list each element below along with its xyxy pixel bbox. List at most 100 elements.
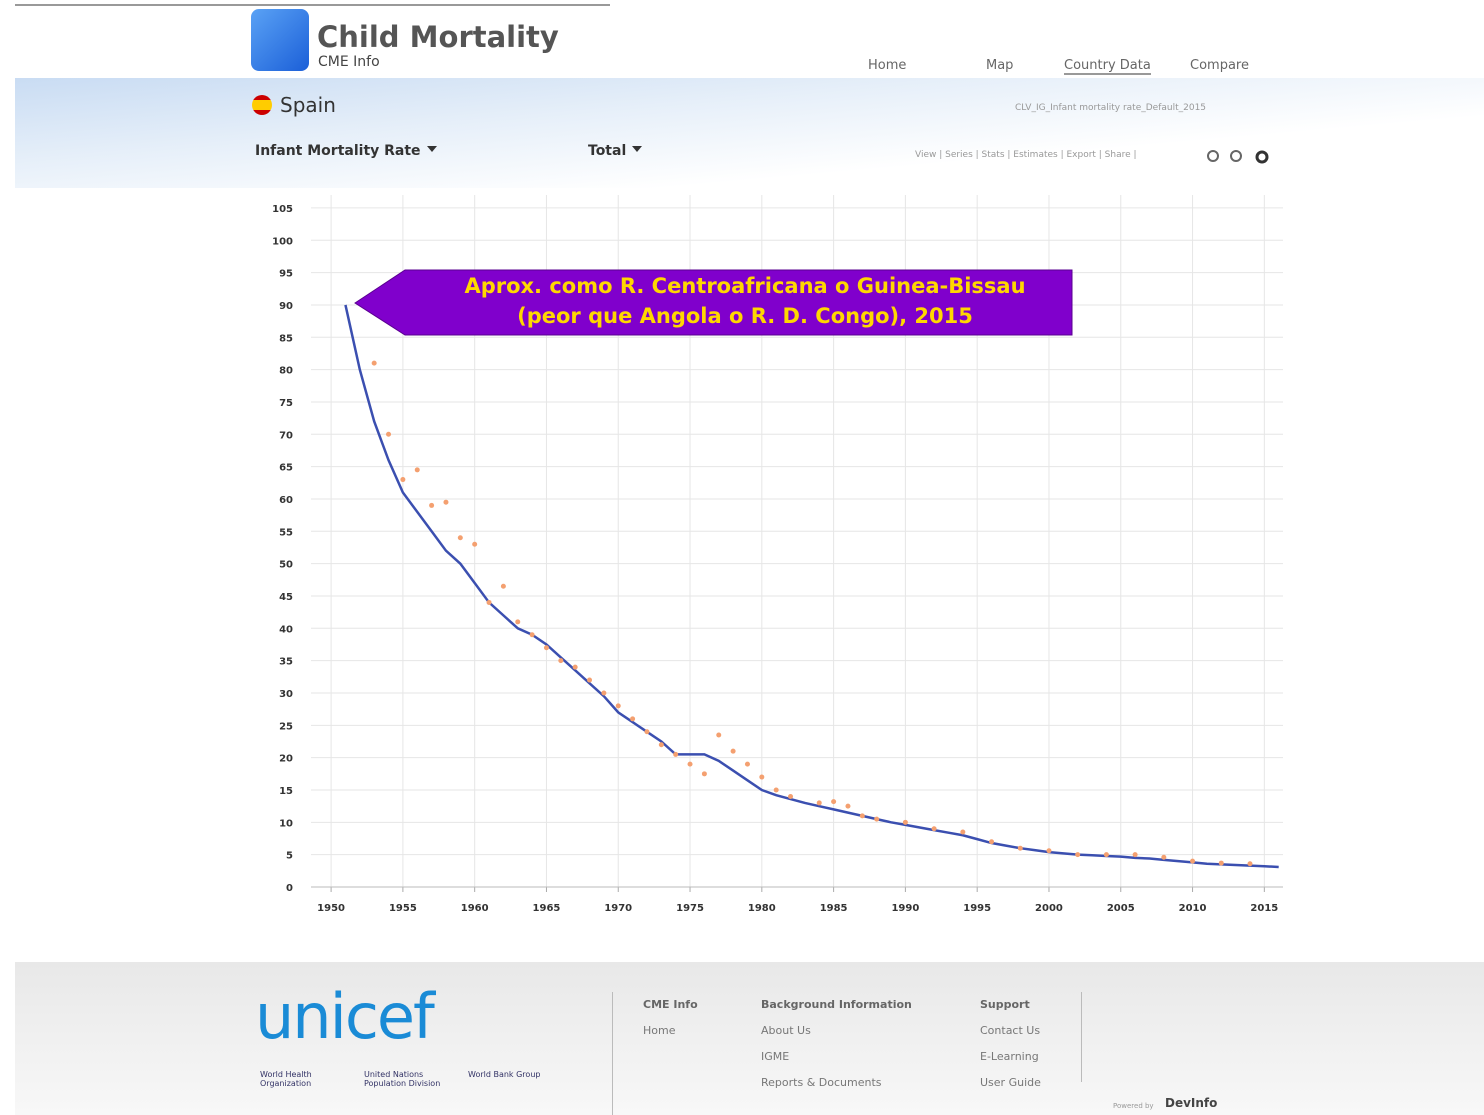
data-point — [615, 703, 621, 709]
nav-link[interactable]: Country Data — [1064, 58, 1151, 75]
footer-link[interactable]: Home — [643, 1024, 676, 1037]
data-point — [716, 732, 722, 738]
data-point — [960, 829, 966, 835]
data-point — [931, 826, 937, 832]
y-tick-label: 90 — [279, 301, 293, 312]
x-tick-label: 1960 — [461, 903, 489, 914]
toolbar[interactable]: View | Series | Stats | Estimates | Expo… — [915, 150, 1137, 160]
data-point — [429, 502, 435, 508]
top-rule — [15, 4, 610, 6]
powered-by: Powered by — [1113, 1102, 1154, 1110]
data-point — [1046, 848, 1052, 854]
flag — [252, 95, 272, 115]
y-tick-label: 45 — [279, 592, 293, 603]
x-tick-label: 1950 — [317, 903, 345, 914]
y-tick-label: 15 — [279, 786, 293, 797]
data-point — [989, 839, 995, 845]
data-point — [788, 793, 794, 799]
partners: World Health Organization United Nations … — [260, 1070, 558, 1088]
data-point — [1247, 861, 1253, 867]
data-point — [701, 771, 707, 777]
x-tick-label: 1980 — [748, 903, 776, 914]
footer-link[interactable]: Contact Us — [980, 1024, 1041, 1037]
footer-link[interactable]: IGME — [761, 1050, 790, 1063]
x-tick-label: 1965 — [533, 903, 561, 914]
nav-link[interactable]: Compare — [1190, 58, 1249, 73]
nav-link[interactable]: Map — [986, 58, 1014, 73]
y-tick-label: 55 — [279, 527, 293, 538]
x-tick-label: 2010 — [1179, 903, 1207, 914]
data-point — [831, 799, 837, 805]
y-tick-label: 20 — [279, 754, 293, 765]
estimate-line — [344, 304, 1279, 869]
y-tick-label: 105 — [272, 204, 293, 215]
data-point — [658, 742, 664, 748]
footer-heading: CME Info — [643, 998, 698, 1011]
data-point — [515, 619, 521, 625]
data-point — [572, 664, 578, 670]
y-tick-label: 100 — [272, 236, 293, 247]
data-point — [1218, 860, 1224, 866]
footer-link[interactable]: E-Learning — [980, 1050, 1039, 1063]
nav-link[interactable]: Home — [868, 58, 907, 73]
y-tick-label: 50 — [279, 560, 293, 571]
indicator-select[interactable]: Infant Mortality Rate — [255, 143, 437, 159]
data-point — [1190, 858, 1196, 864]
zoom-out[interactable] — [1207, 150, 1219, 162]
partner[interactable]: United Nations Population Division — [364, 1070, 441, 1088]
data-point — [816, 800, 822, 806]
breakdown-select[interactable]: Total — [588, 143, 642, 159]
data-point — [673, 751, 679, 757]
site-subtitle: CME Info — [318, 54, 380, 70]
data-point — [859, 813, 865, 819]
callout-text: Aprox. como R. Centroafricana o Guinea-B… — [464, 274, 1025, 298]
x-tick-label: 1975 — [676, 903, 704, 914]
data-point — [500, 583, 506, 589]
devinfo[interactable]: DevInfo — [1165, 1096, 1218, 1110]
site-title[interactable]: Child Mortality — [317, 20, 559, 54]
footer-heading: Support — [980, 998, 1030, 1011]
footer-link[interactable]: About Us — [761, 1024, 811, 1037]
y-tick-label: 10 — [279, 818, 293, 829]
y-tick-label: 85 — [279, 333, 293, 344]
data-point — [744, 761, 750, 767]
y-tick-label: 80 — [279, 366, 293, 377]
chart: 0 5 10 15 20 25 30 35 40 45 50 55 60 65 70 75 80 85 90 95 10… — [272, 195, 1283, 914]
y-tick-label: 95 — [279, 269, 293, 280]
y-tick-label: 40 — [279, 624, 293, 635]
y-tick-label: 25 — [279, 721, 293, 732]
callout — [354, 269, 1073, 336]
data-point — [543, 645, 549, 651]
x-tick-label: 1955 — [389, 903, 417, 914]
x-tick-label: 1995 — [963, 903, 991, 914]
indicator-path: CLV_IG_Infant mortality rate_Default_201… — [1015, 103, 1207, 113]
data-point — [400, 477, 406, 483]
partner[interactable]: World Health Organization — [260, 1070, 312, 1088]
data-point — [558, 658, 564, 664]
data-point — [773, 787, 779, 793]
footer-heading: Background Information — [761, 998, 912, 1011]
data-point — [759, 774, 765, 780]
data-point — [472, 541, 478, 547]
divider — [1081, 992, 1082, 1082]
unicef-logo[interactable]: unicef — [255, 980, 435, 1053]
footer: unicef World Health Organization United N… — [15, 962, 1484, 1115]
data-point — [386, 431, 392, 437]
x-tick-label: 2000 — [1035, 903, 1063, 914]
refresh[interactable] — [1255, 150, 1269, 164]
footer-link[interactable]: Reports & Documents — [761, 1076, 882, 1089]
data-point — [457, 535, 463, 541]
data-point — [443, 499, 449, 505]
x-tick-label: 1990 — [891, 903, 919, 914]
y-tick-label: 30 — [279, 689, 293, 700]
data-point — [730, 748, 736, 754]
logo[interactable] — [251, 9, 309, 71]
data-point — [529, 632, 535, 638]
footer-link[interactable]: User Guide — [980, 1076, 1041, 1089]
y-tick-label: 70 — [279, 430, 293, 441]
partner[interactable]: World Bank Group — [468, 1070, 541, 1079]
data-point — [687, 761, 693, 767]
divider — [612, 992, 613, 1115]
zoom-in[interactable] — [1230, 150, 1242, 162]
